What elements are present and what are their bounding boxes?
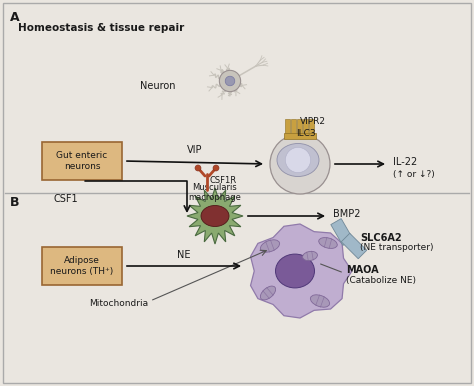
Text: Adipose
neurons (TH⁺): Adipose neurons (TH⁺)	[50, 256, 114, 276]
Text: VIPR2: VIPR2	[300, 117, 326, 126]
Text: VIP: VIP	[187, 145, 203, 155]
Text: SLC6A2: SLC6A2	[360, 233, 401, 243]
Text: B: B	[10, 196, 19, 209]
Text: MAOA: MAOA	[346, 265, 379, 275]
Circle shape	[219, 70, 241, 91]
FancyBboxPatch shape	[284, 133, 316, 139]
FancyBboxPatch shape	[310, 119, 315, 133]
FancyBboxPatch shape	[298, 119, 302, 133]
Ellipse shape	[319, 237, 337, 249]
Ellipse shape	[201, 205, 229, 227]
Polygon shape	[341, 233, 367, 259]
Circle shape	[285, 147, 310, 173]
Text: A: A	[10, 11, 19, 24]
FancyBboxPatch shape	[285, 119, 291, 133]
Text: Neuron: Neuron	[140, 81, 175, 91]
Text: Homeostasis & tissue repair: Homeostasis & tissue repair	[18, 23, 184, 33]
Polygon shape	[187, 188, 243, 244]
Text: CSF1: CSF1	[54, 194, 79, 204]
Ellipse shape	[275, 254, 315, 288]
Circle shape	[270, 134, 330, 194]
FancyBboxPatch shape	[292, 119, 297, 133]
Text: Mitochondria: Mitochondria	[89, 298, 148, 308]
Circle shape	[213, 165, 219, 171]
Text: NE: NE	[177, 250, 191, 260]
Ellipse shape	[302, 251, 318, 261]
Text: BMP2: BMP2	[333, 209, 361, 219]
Ellipse shape	[310, 295, 329, 307]
FancyBboxPatch shape	[42, 247, 122, 285]
FancyBboxPatch shape	[303, 119, 309, 133]
Polygon shape	[251, 224, 352, 318]
Circle shape	[195, 165, 201, 171]
Ellipse shape	[277, 144, 319, 176]
Text: Gut enteric
neurons: Gut enteric neurons	[56, 151, 108, 171]
Circle shape	[225, 76, 235, 86]
Text: CSF1R: CSF1R	[210, 176, 237, 185]
Text: (Catabolize NE): (Catabolize NE)	[346, 276, 416, 284]
Ellipse shape	[260, 240, 280, 252]
Text: Muscularis
macrophage: Muscularis macrophage	[189, 183, 241, 202]
Text: IL-22: IL-22	[393, 157, 417, 167]
Ellipse shape	[260, 286, 275, 300]
Text: (↑ or ↓?): (↑ or ↓?)	[393, 171, 435, 179]
Polygon shape	[331, 218, 353, 245]
FancyBboxPatch shape	[42, 142, 122, 180]
Text: ILC3: ILC3	[296, 129, 316, 138]
Text: (NE transporter): (NE transporter)	[360, 244, 434, 252]
